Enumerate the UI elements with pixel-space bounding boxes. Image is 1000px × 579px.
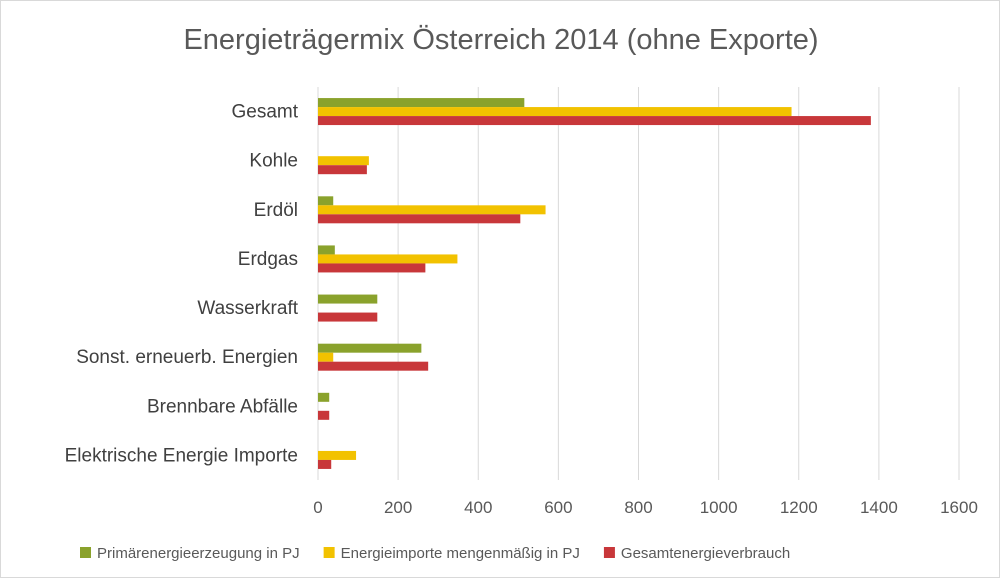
bar-series3-6 xyxy=(318,410,330,420)
bar-series3-3 xyxy=(318,263,426,273)
x-tick-label: 1200 xyxy=(780,498,818,517)
legend-label: Primärenergieerzeugung in PJ xyxy=(97,545,300,562)
category-label: Kohle xyxy=(249,151,298,172)
bar-series1-3 xyxy=(318,245,335,255)
bar-series1-4 xyxy=(318,294,378,304)
category-label: Erdgas xyxy=(238,249,298,270)
legend-swatch xyxy=(603,547,615,558)
bars xyxy=(318,98,871,469)
bar-series2-2 xyxy=(318,205,546,215)
category-label: Sonst. erneuerb. Energien xyxy=(76,347,298,368)
legend-swatch xyxy=(80,547,91,558)
bar-series1-0 xyxy=(318,98,525,108)
x-tick-label: 600 xyxy=(544,498,572,517)
bar-series2-3 xyxy=(318,254,458,264)
legend-label: Energieimporte mengenmäßig in PJ xyxy=(341,545,580,562)
x-tick-label: 1600 xyxy=(940,498,978,517)
bar-series2-0 xyxy=(318,107,792,117)
chart-title: Energieträgermix Österreich 2014 (ohne E… xyxy=(183,24,818,56)
x-tick-label: 1000 xyxy=(700,498,738,517)
x-tick-label: 800 xyxy=(624,498,652,517)
bar-series3-5 xyxy=(318,361,429,371)
bar-series3-4 xyxy=(318,312,378,322)
category-label: Wasserkraft xyxy=(197,298,298,319)
bar-series3-0 xyxy=(318,116,871,126)
category-label: Gesamt xyxy=(231,102,298,123)
bar-series1-5 xyxy=(318,343,422,353)
bar-series2-1 xyxy=(318,156,369,166)
bar-series1-6 xyxy=(318,392,330,402)
legend-label: Gesamtenergieverbrauch xyxy=(621,545,790,562)
x-tick-label: 0 xyxy=(313,498,322,517)
bar-series2-7 xyxy=(318,450,357,460)
category-labels: Gesamt Kohle Erdöl Erdgas Wasserkraft Sonst. … xyxy=(65,102,299,467)
bar-series3-7 xyxy=(318,459,332,469)
x-tick-label: 1400 xyxy=(860,498,898,517)
bar-series1-2 xyxy=(318,196,334,206)
x-tick-label: 200 xyxy=(384,498,412,517)
legend: Primärenergieerzeugung in PJ Energieimpor… xyxy=(80,545,790,562)
gridlines xyxy=(317,87,960,480)
bar-series3-1 xyxy=(318,165,367,175)
x-tick-labels: 0 200 400 600 800 1000 1200 1400 1600 xyxy=(313,498,978,517)
category-label: Brennbare Abfälle xyxy=(147,396,298,417)
x-tick-label: 400 xyxy=(464,498,492,517)
category-label: Elektrische Energie Importe xyxy=(65,445,298,466)
category-label: Erdöl xyxy=(254,200,298,221)
legend-swatch xyxy=(323,547,335,558)
bar-series2-5 xyxy=(318,352,334,362)
bar-series3-2 xyxy=(318,214,521,224)
